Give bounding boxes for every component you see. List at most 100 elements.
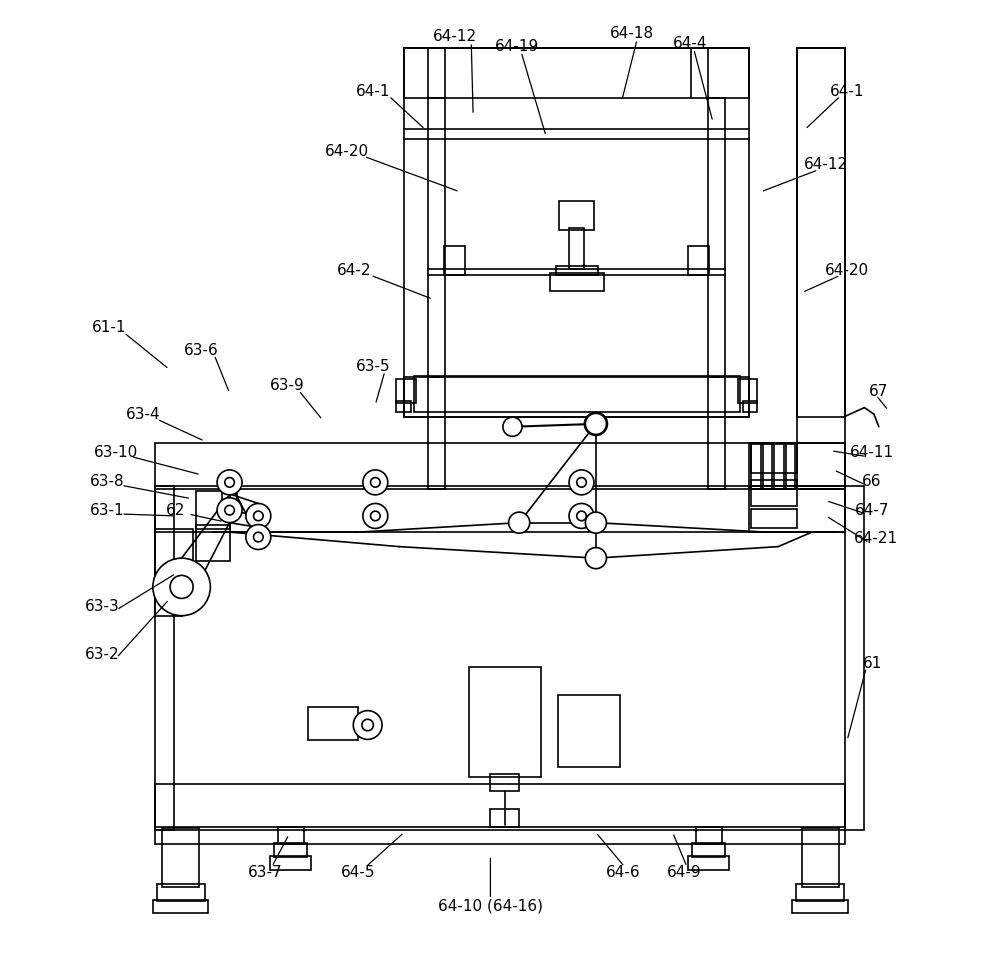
Text: 64-18: 64-18 xyxy=(610,26,654,41)
Bar xyxy=(751,444,797,473)
Bar xyxy=(155,580,185,599)
Text: 64-9: 64-9 xyxy=(667,865,701,880)
Circle shape xyxy=(217,498,242,523)
Bar xyxy=(763,443,772,489)
Bar xyxy=(404,48,749,98)
Circle shape xyxy=(569,470,594,495)
Text: 64-11: 64-11 xyxy=(850,445,894,460)
Bar xyxy=(796,884,844,901)
Text: 64-5: 64-5 xyxy=(341,865,375,880)
Circle shape xyxy=(363,503,388,528)
Text: 64-20: 64-20 xyxy=(324,144,369,159)
Circle shape xyxy=(353,711,382,739)
Text: 64-21: 64-21 xyxy=(854,531,898,547)
Bar xyxy=(469,667,541,777)
Text: 64-10 (64-16): 64-10 (64-16) xyxy=(438,899,543,914)
Bar xyxy=(196,491,230,529)
Text: 63-10: 63-10 xyxy=(94,445,139,460)
Bar xyxy=(490,809,519,827)
Bar xyxy=(155,443,845,489)
Circle shape xyxy=(584,412,607,435)
Bar xyxy=(743,401,757,412)
Circle shape xyxy=(153,558,210,616)
Bar xyxy=(414,376,740,412)
Circle shape xyxy=(246,503,271,528)
Text: 64-1: 64-1 xyxy=(356,83,391,99)
Bar xyxy=(396,401,411,412)
Circle shape xyxy=(254,511,263,521)
Bar xyxy=(270,856,311,870)
Circle shape xyxy=(170,575,193,598)
Text: 67: 67 xyxy=(869,384,888,399)
Circle shape xyxy=(371,478,380,487)
Bar xyxy=(688,856,729,870)
Bar xyxy=(749,443,845,489)
Text: 64-1: 64-1 xyxy=(830,83,864,99)
Text: 61: 61 xyxy=(862,656,882,671)
Circle shape xyxy=(225,478,234,487)
Circle shape xyxy=(371,511,380,521)
Bar xyxy=(797,48,845,489)
Circle shape xyxy=(246,525,271,550)
Bar xyxy=(155,784,845,830)
Text: 64-4: 64-4 xyxy=(673,35,707,51)
Bar xyxy=(196,525,230,561)
Bar xyxy=(751,443,761,489)
Circle shape xyxy=(585,548,606,569)
Text: 64-12: 64-12 xyxy=(433,29,477,44)
Text: 64-6: 64-6 xyxy=(605,865,640,880)
Bar xyxy=(428,377,445,489)
Circle shape xyxy=(577,478,586,487)
Bar xyxy=(157,884,205,901)
Bar xyxy=(274,843,307,857)
Bar xyxy=(278,827,304,844)
Bar xyxy=(786,443,795,489)
Circle shape xyxy=(254,532,263,542)
Bar xyxy=(802,828,839,887)
Bar xyxy=(751,509,797,528)
Bar xyxy=(751,480,797,506)
Text: 61-1: 61-1 xyxy=(91,320,126,336)
Bar xyxy=(558,695,620,767)
Text: 63-2: 63-2 xyxy=(85,646,119,662)
Bar xyxy=(569,228,584,269)
Bar xyxy=(792,900,848,913)
Text: 63-1: 63-1 xyxy=(89,503,124,518)
Bar xyxy=(708,98,725,377)
Text: 64-20: 64-20 xyxy=(825,263,869,278)
Text: 63-9: 63-9 xyxy=(270,378,304,393)
Bar xyxy=(155,827,845,844)
Circle shape xyxy=(503,417,522,436)
Bar xyxy=(162,828,199,887)
Bar xyxy=(155,529,193,582)
Circle shape xyxy=(225,505,234,515)
Bar xyxy=(155,598,182,616)
Text: 63-4: 63-4 xyxy=(126,407,161,422)
Bar xyxy=(708,377,725,489)
Text: 63-8: 63-8 xyxy=(89,474,124,489)
Bar xyxy=(155,486,174,830)
Circle shape xyxy=(585,413,606,434)
Bar xyxy=(490,774,519,791)
Circle shape xyxy=(217,470,242,495)
Circle shape xyxy=(362,719,373,731)
Text: 63-5: 63-5 xyxy=(356,359,391,374)
Bar xyxy=(738,379,757,403)
Text: 63-3: 63-3 xyxy=(85,598,119,614)
Text: 66: 66 xyxy=(862,474,882,489)
Circle shape xyxy=(509,512,530,533)
Bar xyxy=(797,48,845,417)
Bar xyxy=(444,246,465,275)
Circle shape xyxy=(569,503,594,528)
Text: 64-12: 64-12 xyxy=(804,157,848,173)
Bar xyxy=(774,443,784,489)
Bar xyxy=(308,707,358,740)
Bar xyxy=(155,486,845,532)
Bar xyxy=(696,827,722,844)
Circle shape xyxy=(577,511,586,521)
Bar xyxy=(845,486,864,830)
Bar xyxy=(153,900,208,913)
Bar xyxy=(404,377,749,417)
Bar xyxy=(396,379,416,403)
Bar xyxy=(404,48,749,417)
